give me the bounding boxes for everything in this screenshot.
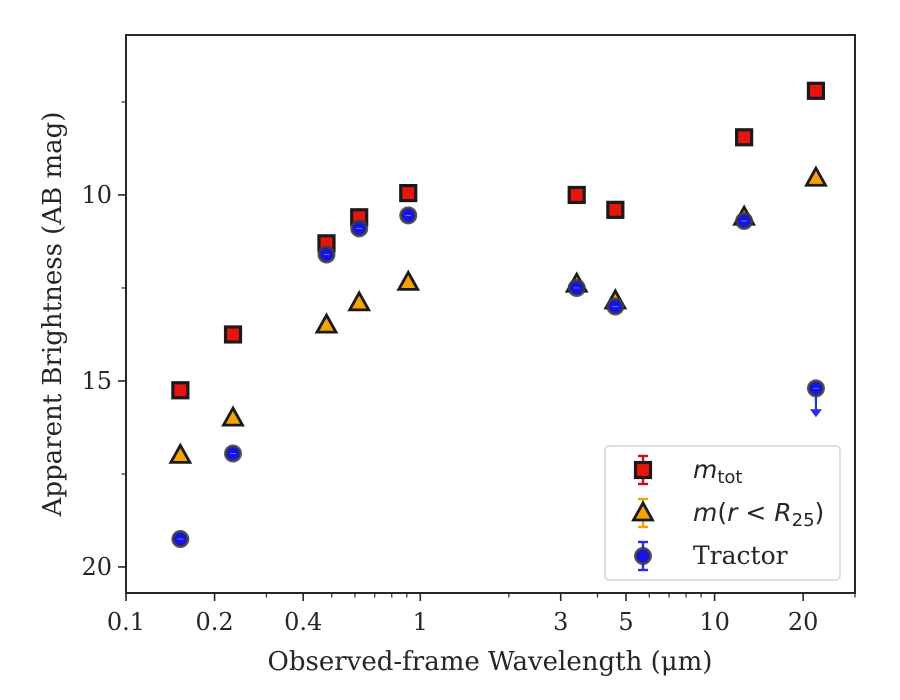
legend-box bbox=[604, 445, 841, 581]
y-tick-label: 15 bbox=[81, 367, 112, 395]
x-tick-label: 0.2 bbox=[196, 608, 234, 636]
x-axis: 0.1 0.2 0.4 1 3 5 10 20 bbox=[107, 593, 856, 636]
legend-entry-tractor: Tractor bbox=[634, 540, 788, 572]
mr25-point bbox=[168, 442, 193, 464]
x-tick-label: 0.4 bbox=[284, 608, 322, 636]
mtot-point bbox=[171, 381, 190, 400]
y-tick-label: 10 bbox=[81, 181, 112, 209]
mtot-point bbox=[567, 185, 586, 205]
legend: mtot m(r < R25) Tractor bbox=[604, 445, 841, 581]
mr25-point bbox=[221, 405, 245, 427]
mtot-point bbox=[399, 184, 418, 203]
x-tick-label: 1 bbox=[413, 608, 428, 636]
legend-label-mr25: m(r < R25) bbox=[693, 498, 824, 531]
x-tick-label: 5 bbox=[618, 608, 633, 636]
mr25-point bbox=[804, 165, 828, 187]
y-axis: 10 15 20 bbox=[81, 101, 126, 581]
mr25-point bbox=[314, 312, 339, 334]
mr25-point bbox=[396, 269, 421, 291]
y-axis-label: Apparent Brightness (AB mag) bbox=[38, 112, 68, 518]
chart-marks bbox=[168, 81, 828, 549]
x-tick-label: 20 bbox=[788, 608, 819, 636]
mtot-point bbox=[806, 81, 826, 100]
upper-limit-arrow-head bbox=[809, 409, 822, 418]
series-tractor bbox=[171, 206, 825, 549]
legend-marker-tractor bbox=[634, 547, 652, 565]
legend-label-tractor: Tractor bbox=[693, 541, 788, 570]
legend-marker-mr25 bbox=[631, 500, 655, 522]
legend-entry-mtot: mtot bbox=[633, 454, 743, 488]
plot-frame bbox=[125, 34, 856, 594]
x-tick-label: 10 bbox=[699, 608, 730, 636]
mtot-point bbox=[223, 325, 243, 344]
y-tick-label: 20 bbox=[81, 553, 112, 581]
mr25-point bbox=[347, 289, 372, 312]
mtot-point bbox=[735, 128, 754, 147]
x-tick-label: 3 bbox=[553, 608, 568, 636]
legend-label-mtot: mtot bbox=[693, 455, 743, 488]
legend-marker-mtot bbox=[633, 460, 653, 480]
x-axis-label: Observed-frame Wavelength (μm) bbox=[268, 647, 713, 677]
x-tick-label: 0.1 bbox=[107, 608, 145, 636]
mtot-point bbox=[606, 200, 625, 219]
legend-entry-mr25: m(r < R25) bbox=[631, 497, 824, 531]
